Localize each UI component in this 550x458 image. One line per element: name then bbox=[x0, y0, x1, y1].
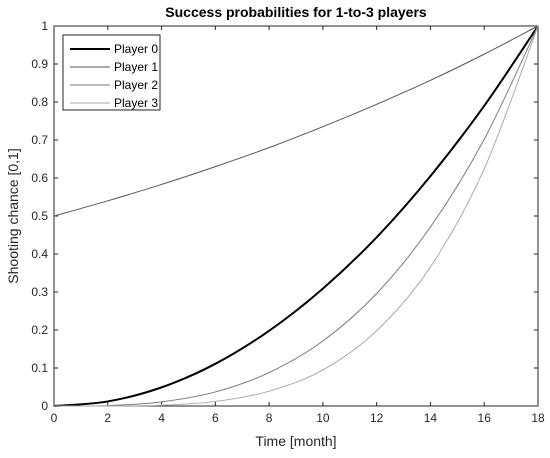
axis-ticks: 0 2 4 6 8 10 12 14 16 18 0 0.1 0.2 0.3 0.4 0.5 0.6 0.7 0.8… bbox=[31, 19, 545, 425]
y-tick-label: 0.8 bbox=[31, 95, 48, 109]
y-tick-label: 0.4 bbox=[31, 247, 48, 261]
y-axis-label: Shooting chance [0,1] bbox=[5, 148, 21, 283]
x-axis-label: Time [month] bbox=[255, 433, 336, 449]
legend-box bbox=[62, 34, 161, 111]
legend-label: Player 1 bbox=[114, 60, 158, 74]
series-lines bbox=[53, 25, 539, 407]
x-tick-label: 14 bbox=[424, 411, 438, 425]
chart-title: Success probabilities for 1-to-3 players bbox=[165, 4, 427, 20]
y-tick-label: 0.6 bbox=[31, 171, 48, 185]
x-tick-label: 8 bbox=[266, 411, 273, 425]
legend-label: Player 2 bbox=[114, 78, 158, 92]
series-line-player-2 bbox=[53, 25, 539, 407]
x-tick-label: 2 bbox=[104, 411, 111, 425]
x-tick-label: 4 bbox=[158, 411, 165, 425]
legend: Player 0 Player 1 Player 2 Player 3 bbox=[62, 34, 161, 111]
x-tick-label: 6 bbox=[212, 411, 219, 425]
y-tick-label: 0.5 bbox=[31, 209, 48, 223]
legend-label: Player 0 bbox=[114, 42, 158, 56]
x-tick-label: 0 bbox=[51, 411, 58, 425]
x-tick-label: 16 bbox=[478, 411, 492, 425]
y-tick-label: 0.9 bbox=[31, 57, 48, 71]
x-tick-label: 10 bbox=[316, 411, 330, 425]
series-line-player-0 bbox=[53, 25, 539, 407]
series-line-player-3 bbox=[53, 25, 539, 407]
y-tick-label: 0.7 bbox=[31, 133, 48, 147]
x-tick-label: 18 bbox=[531, 411, 545, 425]
series-line-player-1 bbox=[53, 25, 539, 217]
y-tick-label: 0.2 bbox=[31, 323, 48, 337]
y-tick-label: 0.1 bbox=[31, 361, 48, 375]
x-tick-label: 12 bbox=[370, 411, 384, 425]
y-tick-label: 1 bbox=[41, 19, 48, 33]
legend-label: Player 3 bbox=[114, 96, 158, 110]
y-tick-label: 0 bbox=[41, 399, 48, 413]
y-tick-label: 0.3 bbox=[31, 285, 48, 299]
